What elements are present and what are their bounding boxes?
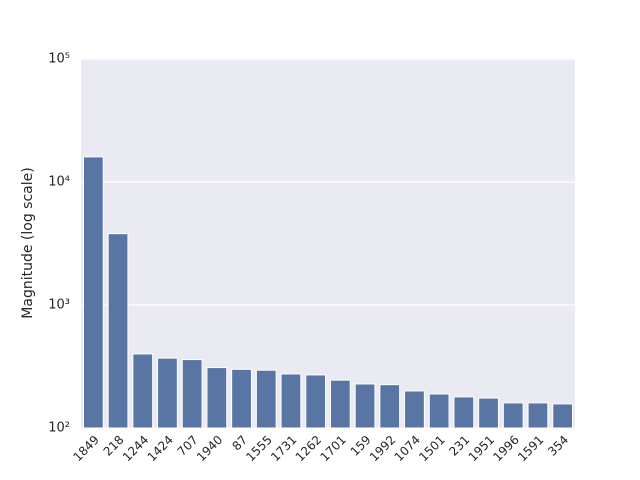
bar xyxy=(305,374,327,429)
bar xyxy=(82,156,104,429)
x-tick-label: 1940 xyxy=(194,433,225,464)
y-tick-label: 10⁵ xyxy=(48,52,70,67)
bar xyxy=(206,367,228,429)
bar xyxy=(107,233,129,429)
bar xyxy=(453,396,475,429)
bar xyxy=(132,353,154,429)
bar xyxy=(329,379,351,429)
y-tick-label: 10⁴ xyxy=(48,175,70,190)
bar xyxy=(379,384,401,429)
x-tick-label: 1262 xyxy=(293,433,324,464)
bar xyxy=(428,393,450,429)
y-tick-label: 10² xyxy=(48,421,70,436)
y-tick-label: 10³ xyxy=(48,298,70,313)
x-tick-label: 1992 xyxy=(367,433,398,464)
x-tick-label: 1849 xyxy=(70,433,101,464)
y-axis-label: Magnitude (log scale) xyxy=(20,167,36,318)
bar xyxy=(502,402,524,429)
bar xyxy=(157,357,178,429)
bar xyxy=(552,403,574,429)
bar xyxy=(280,373,302,429)
x-tick-label: 354 xyxy=(545,433,571,459)
x-tick-label: 1996 xyxy=(490,433,521,464)
x-tick-label: 1555 xyxy=(243,433,274,464)
x-tick-label: 1951 xyxy=(466,433,497,464)
bar xyxy=(255,369,277,429)
x-tick-label: 1074 xyxy=(392,433,423,464)
x-tick-label: 1591 xyxy=(515,433,546,464)
bar xyxy=(404,390,425,429)
x-tick-label: 1501 xyxy=(416,433,447,464)
x-tick-label: 1701 xyxy=(317,433,348,464)
bar xyxy=(478,397,499,429)
x-tick-label: 1424 xyxy=(145,433,176,464)
bar xyxy=(231,368,252,429)
bar xyxy=(527,402,549,429)
x-tick-label: 1731 xyxy=(268,433,299,464)
x-tick-label: 1244 xyxy=(120,433,151,464)
bar xyxy=(181,359,203,429)
bar xyxy=(354,383,376,429)
plot-area xyxy=(81,59,575,428)
